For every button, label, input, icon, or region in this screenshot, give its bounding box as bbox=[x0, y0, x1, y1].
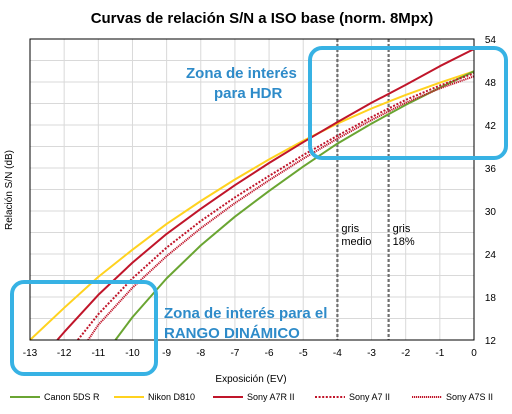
series-line bbox=[77, 72, 475, 341]
x-tick-label: 0 bbox=[471, 348, 477, 359]
hdr-zone-label-line2: para HDR bbox=[214, 85, 283, 102]
legend-label: Nikon D810 bbox=[148, 392, 195, 402]
y-tick-label: 54 bbox=[485, 35, 497, 46]
legend-label: Sony A7S II bbox=[446, 392, 493, 402]
reference-lines bbox=[336, 39, 390, 340]
dr-zone-label-line2: RANGO DINÁMICO bbox=[164, 325, 300, 342]
y-axis-label: Relación S/N (dB) bbox=[4, 150, 15, 230]
reference-line-label: medio bbox=[341, 236, 371, 248]
y-tick-label: 12 bbox=[485, 336, 497, 347]
series-line bbox=[87, 75, 475, 341]
hdr-zone-label-line1: Zona de interés bbox=[186, 65, 297, 82]
dr-zone-label-line1: Zona de interés para el bbox=[164, 305, 327, 322]
plot-frame bbox=[29, 38, 475, 341]
x-tick-label: -2 bbox=[401, 348, 410, 359]
x-tick-label: -1 bbox=[435, 348, 444, 359]
tick-labels: -13 -12 -11 -10 -9 -8 -7 -6 -5 -4 -3 -2 -1 0121824303… bbox=[23, 35, 497, 359]
legend-label: Sony A7 II bbox=[349, 392, 390, 402]
y-tick-label: 42 bbox=[485, 121, 497, 132]
y-tick-label: 48 bbox=[485, 78, 497, 89]
legend-label: Canon 5DS R bbox=[44, 392, 100, 402]
x-tick-label: -3 bbox=[367, 348, 376, 359]
x-tick-label: -10 bbox=[125, 348, 140, 359]
chart-title: Curvas de relación S/N a ISO base (norm.… bbox=[91, 10, 434, 27]
y-tick-label: 36 bbox=[485, 164, 497, 175]
series-line bbox=[114, 70, 475, 341]
x-tick-label: -6 bbox=[265, 348, 274, 359]
x-tick-label: -7 bbox=[230, 348, 239, 359]
y-tick-label: 30 bbox=[485, 207, 497, 218]
legend-label: Sony A7R II bbox=[247, 392, 295, 402]
series-lines bbox=[29, 48, 475, 341]
x-tick-label: -9 bbox=[162, 348, 171, 359]
dr-zone-box bbox=[10, 280, 158, 376]
x-axis-label: Exposición (EV) bbox=[215, 374, 286, 385]
x-tick-label: -5 bbox=[299, 348, 308, 359]
legend: Canon 5DS R Nikon D810 Sony A7R II Sony A7 … bbox=[10, 392, 493, 402]
x-tick-label: -12 bbox=[57, 348, 72, 359]
x-tick-label: -13 bbox=[23, 348, 38, 359]
y-tick-label: 18 bbox=[485, 293, 497, 304]
reference-line-label: gris bbox=[393, 223, 411, 235]
series-line bbox=[56, 48, 475, 341]
x-tick-label: -4 bbox=[333, 348, 342, 359]
y-tick-label: 24 bbox=[485, 250, 497, 261]
x-tick-label: -11 bbox=[91, 348, 105, 359]
hdr-zone-box bbox=[308, 46, 508, 160]
x-tick-label: -8 bbox=[196, 348, 205, 359]
series-line bbox=[29, 70, 475, 341]
reference-line-label: 18% bbox=[393, 236, 415, 248]
reference-line-label: gris bbox=[341, 223, 359, 235]
